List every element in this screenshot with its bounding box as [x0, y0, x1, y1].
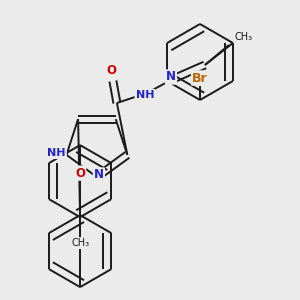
Text: N: N: [94, 169, 104, 182]
Text: O: O: [75, 167, 85, 180]
Text: NH: NH: [136, 90, 154, 100]
Text: CH₃: CH₃: [235, 32, 253, 42]
Text: NH: NH: [47, 148, 66, 158]
Text: Br: Br: [192, 71, 208, 85]
Text: CH₃: CH₃: [71, 238, 89, 248]
Text: N: N: [166, 70, 176, 83]
Text: O: O: [106, 64, 116, 77]
